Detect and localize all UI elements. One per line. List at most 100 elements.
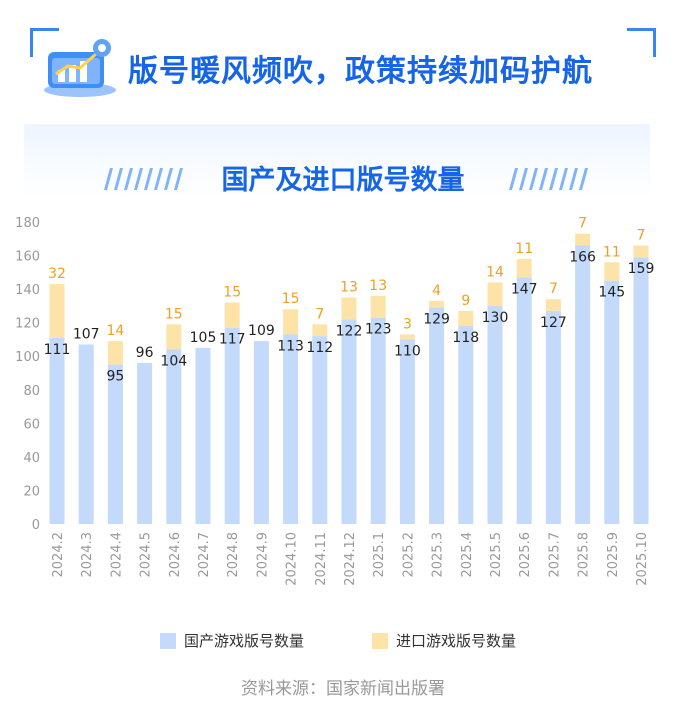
data-label-imported: 13 [340, 280, 358, 296]
bar-domestic [137, 362, 153, 524]
x-tick-label: 2025.10 [635, 532, 650, 586]
data-label-imported: 15 [165, 306, 183, 322]
bar-imported [370, 295, 386, 318]
data-label-domestic: 109 [248, 323, 275, 339]
x-tick-label: 2025.3 [431, 532, 446, 578]
bar-domestic [253, 341, 269, 524]
bar-imported [224, 302, 240, 328]
bar-imported [633, 245, 649, 258]
data-label-domestic: 147 [511, 281, 538, 297]
data-label-imported: 11 [515, 241, 533, 257]
x-tick-label: 2024.10 [285, 532, 300, 586]
corner-bracket-right [627, 28, 656, 57]
bar-domestic [399, 339, 415, 524]
data-label-domestic: 110 [394, 343, 421, 359]
bar-domestic [49, 337, 65, 524]
y-tick-label: 20 [23, 484, 40, 499]
source-note: 资料来源：国家新闻出版署 [241, 679, 445, 699]
bar-imported [575, 233, 591, 246]
data-label-imported: 7 [637, 227, 646, 243]
bar-domestic [341, 319, 357, 524]
data-label-domestic: 129 [423, 312, 450, 328]
bar-domestic [545, 310, 561, 524]
x-tick-label: 2024.5 [139, 532, 154, 578]
y-tick-label: 40 [23, 451, 40, 466]
data-label-domestic: 127 [540, 315, 567, 331]
bar-domestic [224, 327, 240, 524]
data-label-domestic: 145 [598, 285, 625, 301]
chart-title: 国产及进口版号数量 [221, 165, 465, 196]
x-tick-label: 2024.11 [314, 532, 329, 586]
bar-imported [429, 300, 445, 308]
x-tick-label: 2024.12 [343, 532, 358, 586]
x-tick-label: 2024.8 [226, 532, 241, 578]
data-label-domestic: 117 [219, 332, 246, 348]
data-label-domestic: 111 [44, 342, 71, 358]
x-tick-label: 2024.6 [168, 532, 183, 578]
bar-domestic [107, 364, 123, 524]
stripe-decoration-left [104, 168, 183, 190]
x-tick-label: 2024.4 [109, 532, 124, 578]
x-tick-label: 2025.1 [372, 532, 387, 578]
bar-imported [107, 341, 123, 365]
data-label-domestic: 123 [365, 322, 392, 338]
x-tick-label: 2025.6 [518, 532, 533, 578]
data-label-imported: 15 [223, 285, 241, 301]
data-label-domestic: 95 [106, 369, 124, 385]
bar-imported [487, 282, 503, 306]
data-label-domestic: 104 [160, 354, 187, 370]
bar-imported [312, 324, 328, 337]
legend-swatch-import [372, 632, 388, 649]
data-label-domestic: 159 [628, 261, 655, 277]
data-label-imported: 15 [282, 291, 300, 307]
x-tick-label: 2024.3 [80, 532, 95, 578]
bar-domestic [312, 336, 328, 524]
legend-label-import: 进口游戏版号数量 [396, 632, 517, 650]
x-tick-label: 2024.7 [197, 532, 212, 578]
y-tick-label: 120 [15, 317, 40, 332]
y-tick-label: 180 [15, 216, 40, 231]
data-label-imported: 13 [369, 278, 387, 294]
data-label-domestic: 130 [482, 310, 509, 326]
x-tick-label: 2025.4 [460, 532, 475, 578]
y-tick-label: 60 [23, 417, 40, 432]
bar-imported [49, 284, 65, 338]
bar-imported [516, 258, 532, 278]
data-label-imported: 11 [603, 244, 621, 260]
data-label-imported: 9 [461, 293, 470, 309]
y-tick-label: 100 [15, 350, 40, 365]
bar-domestic [487, 305, 503, 524]
bar-imported [166, 324, 182, 350]
bar-domestic [604, 280, 620, 524]
data-label-imported: 4 [432, 283, 441, 299]
data-label-imported: 7 [578, 216, 587, 232]
legend-label-domestic: 国产游戏版号数量 [184, 632, 305, 650]
x-tick-label: 2025.8 [577, 532, 592, 578]
bar-domestic [195, 347, 211, 524]
x-tick-label: 2025.5 [489, 532, 504, 578]
y-tick-label: 140 [15, 283, 40, 298]
legend-item-domestic: 国产游戏版号数量 [160, 630, 304, 651]
bar-chart-growth-icon [44, 39, 116, 97]
bar-imported [341, 297, 357, 320]
x-tick-label: 2025.2 [401, 532, 416, 578]
y-tick-label: 160 [15, 250, 40, 265]
data-label-imported: 14 [486, 264, 504, 280]
data-label-domestic: 107 [73, 326, 100, 342]
corner-bracket-left [30, 28, 59, 57]
x-tick-label: 2024.9 [255, 532, 270, 578]
page-title: 版号暖风频吹，政策持续加码护航 [128, 54, 593, 89]
data-label-imported: 14 [106, 323, 124, 339]
bar-domestic [575, 245, 591, 524]
bar-imported [283, 309, 299, 335]
x-tick-label: 2025.9 [606, 532, 621, 578]
bar-imported [545, 299, 561, 311]
data-label-imported: 32 [48, 266, 66, 282]
bar-domestic [283, 334, 299, 524]
data-label-domestic: 113 [277, 338, 304, 354]
x-tick-label: 2025.7 [547, 532, 562, 578]
bar-domestic [370, 317, 386, 524]
x-tick-label: 2024.2 [51, 532, 66, 578]
data-label-imported: 7 [549, 281, 558, 297]
